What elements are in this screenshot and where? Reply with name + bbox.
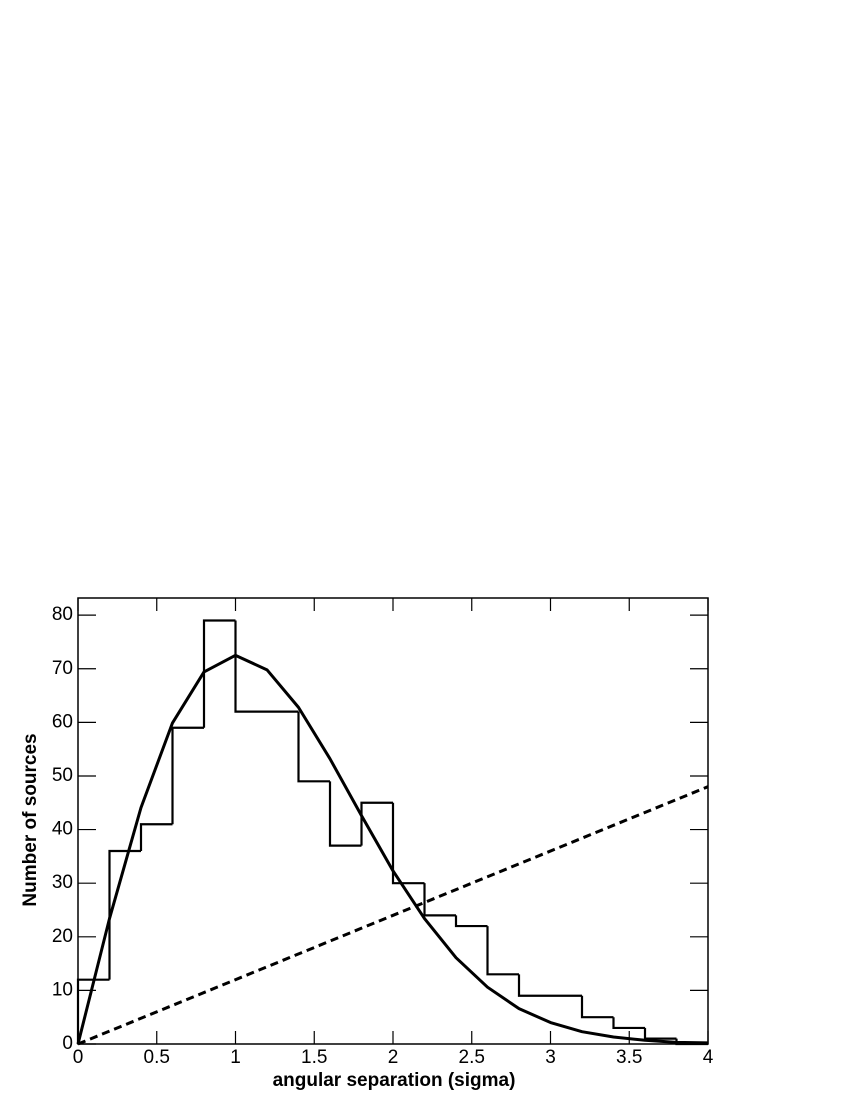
y-axis-label: Number of sources (20, 733, 41, 906)
histogram-bin (580, 995, 614, 1019)
histogram-bin (76, 978, 110, 1044)
y-tick-label: 80 (52, 604, 73, 625)
histogram-bin (454, 915, 488, 928)
histogram-bin (612, 1017, 645, 1030)
x-tick-label: 0 (73, 1047, 84, 1068)
histogram-bin (486, 926, 519, 976)
histogram-bin (643, 1027, 677, 1040)
y-tick-label: 60 (52, 711, 73, 732)
histogram-bin (171, 726, 204, 825)
histogram-bin (423, 883, 456, 917)
histogram-bin (517, 974, 551, 997)
y-tick-label: 20 (52, 926, 73, 947)
histogram-bin (108, 849, 141, 980)
y-tick-label: 30 (52, 872, 73, 893)
x-tick-label: 2.5 (459, 1047, 485, 1068)
histogram-bin (297, 711, 330, 783)
histogram-bin (328, 781, 362, 847)
histogram-bin (360, 801, 393, 846)
fit-curve (76, 653, 709, 1045)
x-tick-label: 1.5 (301, 1047, 327, 1068)
x-tick-label: 1 (230, 1047, 241, 1068)
x-axis-label: angular separation (sigma) (273, 1070, 516, 1091)
y-tick-label: 70 (52, 658, 73, 679)
x-tick-label: 3.5 (616, 1047, 642, 1068)
y-tick-label: 0 (62, 1033, 73, 1054)
x-tick-label: 2 (388, 1047, 399, 1068)
histogram-bin (234, 620, 267, 713)
y-tick-label: 40 (52, 819, 73, 840)
y-tick-label: 10 (52, 979, 73, 1000)
histogram-bin (139, 823, 173, 852)
x-tick-label: 0.5 (144, 1047, 170, 1068)
x-tick-label: 3 (545, 1047, 556, 1068)
histogram-bin (391, 802, 425, 885)
histogram-bin (202, 619, 236, 728)
dashed-line (77, 785, 709, 1046)
x-tick-label: 4 (703, 1047, 714, 1068)
y-tick-label: 50 (52, 765, 73, 786)
